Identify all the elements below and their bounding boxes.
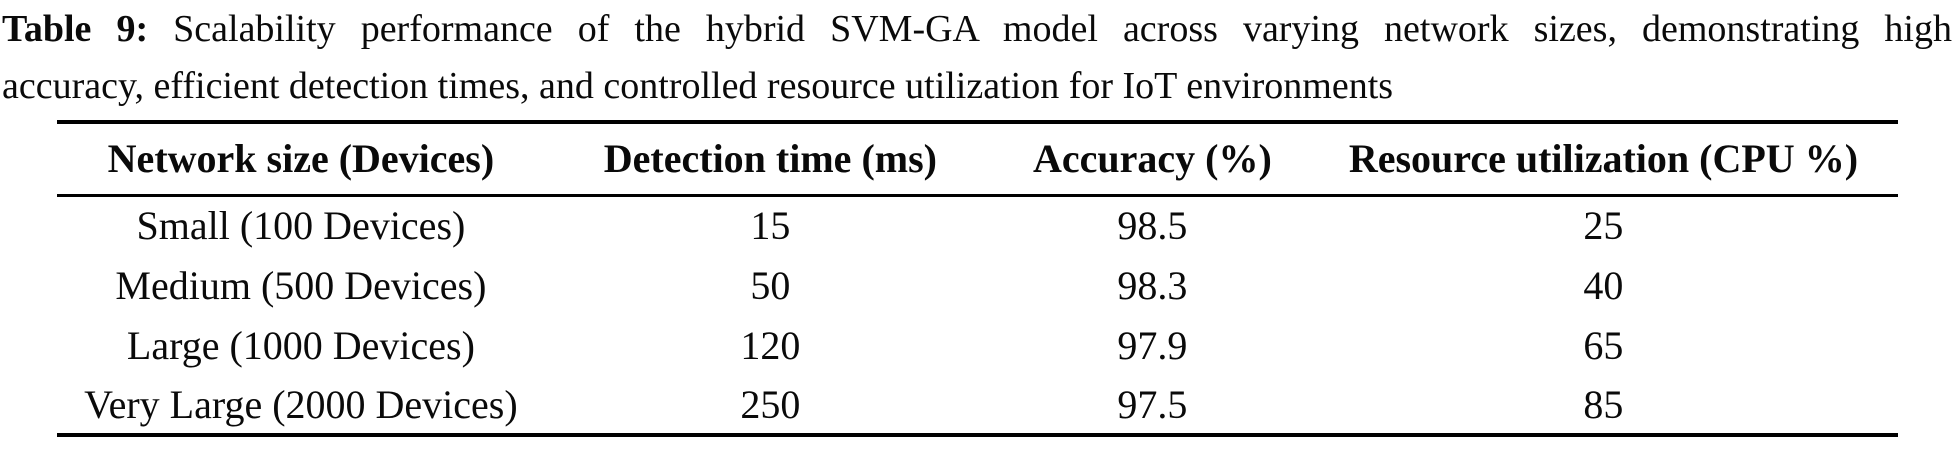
table-cell: 98.5 bbox=[1117, 203, 1188, 249]
table-cell: Small (100 Devices) bbox=[136, 203, 466, 249]
table-cell: 97.9 bbox=[1117, 322, 1188, 368]
caption-line-1: Table 9: Scalability performance of the … bbox=[2, 1, 1952, 58]
table-cell: 98.3 bbox=[1117, 262, 1188, 308]
table-cell: 85 bbox=[1308, 375, 1898, 437]
header-row: Network size (Devices) Detection time (m… bbox=[57, 122, 1898, 197]
table-cell: 250 bbox=[544, 375, 996, 437]
table-body: Small (100 Devices) 15 98.5 25 Medium (5… bbox=[57, 195, 1898, 437]
header-cell-resource-utilization: Resource utilization (CPU %) bbox=[1308, 122, 1898, 197]
table-cell: 50 bbox=[750, 262, 791, 308]
table-cell: Large (1000 Devices) bbox=[126, 322, 475, 368]
caption-bold-label: Table 9: bbox=[2, 8, 149, 50]
table-cell: Very Large (2000 Devices) bbox=[57, 375, 545, 437]
header-cell-detection-time: Detection time (ms) bbox=[544, 122, 996, 197]
scalability-table: Network size (Devices) Detection time (m… bbox=[57, 120, 1898, 437]
table-cell: 15 bbox=[750, 203, 791, 249]
table-row: Medium (500 Devices) 50 98.3 40 bbox=[57, 255, 1898, 315]
table-header: Network size (Devices) Detection time (m… bbox=[57, 122, 1898, 197]
table-cell: 65 bbox=[1583, 322, 1624, 368]
table-cell: 120 bbox=[740, 322, 801, 368]
table-row: Very Large (2000 Devices) 250 97.5 85 bbox=[57, 375, 1898, 437]
table-cell: 97.5 bbox=[995, 375, 1309, 437]
table-cell: Medium (500 Devices) bbox=[115, 262, 487, 308]
header-cell-accuracy: Accuracy (%) bbox=[995, 122, 1309, 197]
table-cell: 40 bbox=[1583, 262, 1624, 308]
table-row: Large (1000 Devices) 120 97.9 65 bbox=[57, 315, 1898, 375]
table-caption: Table 9: Scalability performance of the … bbox=[2, 1, 1952, 115]
table-row: Small (100 Devices) 15 98.5 25 bbox=[57, 195, 1898, 255]
caption-line-2: accuracy, efficient detection times, and… bbox=[2, 65, 1394, 107]
table-cell: 25 bbox=[1583, 203, 1624, 249]
caption-text-1: Scalability performance of the hybrid SV… bbox=[173, 8, 1952, 50]
header-cell-network-size: Network size (Devices) bbox=[57, 122, 545, 197]
